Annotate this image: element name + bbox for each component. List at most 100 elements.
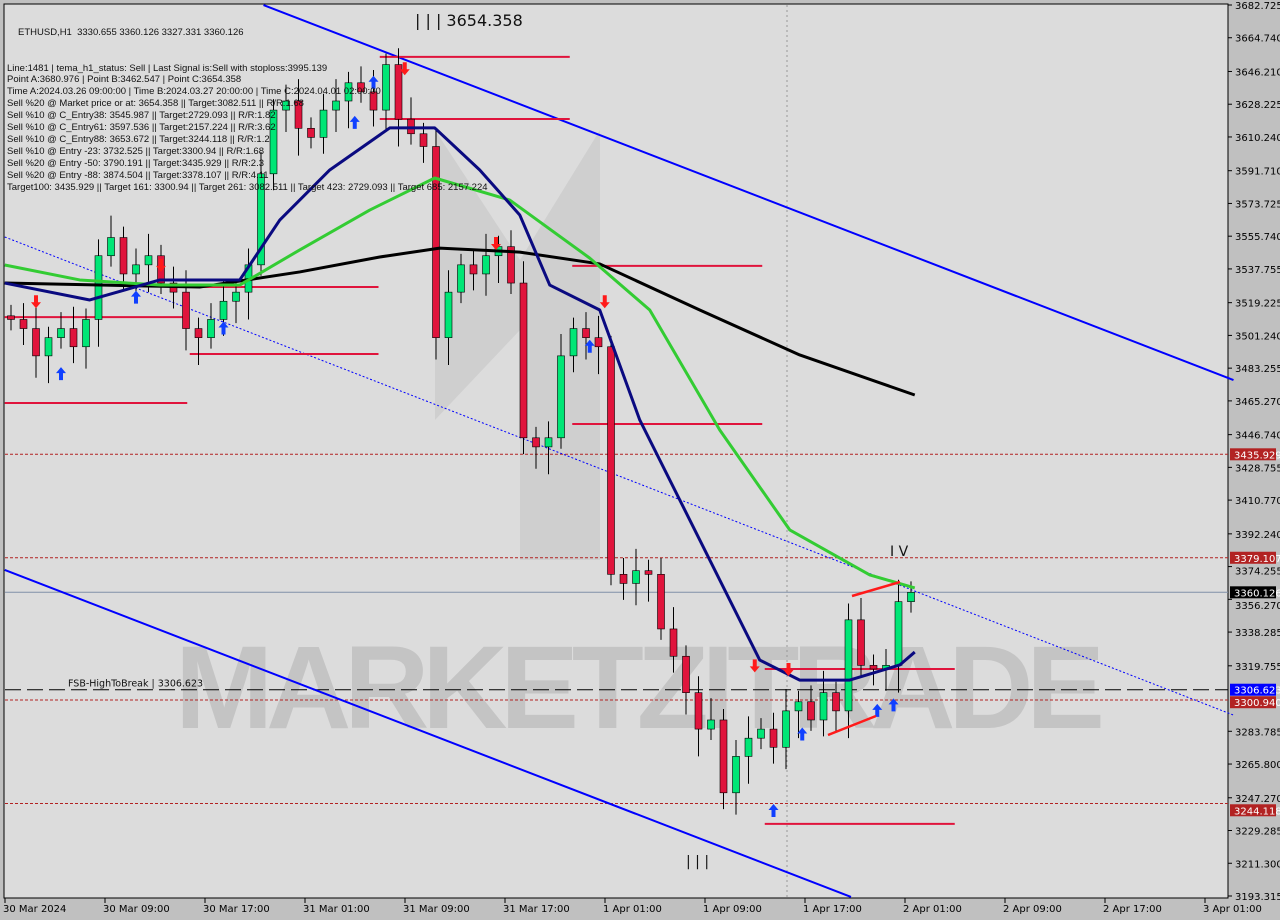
candle xyxy=(444,270,453,365)
price-level-label: 3379.107 xyxy=(1234,554,1280,565)
candle xyxy=(532,426,540,469)
x-tick-label: 31 Mar 01:00 xyxy=(303,904,370,915)
candle-body xyxy=(807,701,815,721)
info-panel: ETHUSD,H1 3330.655 3360.126 3327.331 336… xyxy=(7,3,488,217)
x-tick-label: 30 Mar 09:00 xyxy=(103,904,170,915)
x-tick-label: 3 Apr 01:00 xyxy=(1203,904,1262,915)
moving-average-line xyxy=(4,176,916,590)
candle xyxy=(94,239,103,347)
price-level-badge xyxy=(1230,683,1276,696)
candle-body xyxy=(219,300,228,320)
y-tick-label: 3229.285 xyxy=(1235,827,1280,838)
x-tick-label: 2 Apr 01:00 xyxy=(903,904,962,915)
candle-body xyxy=(832,692,840,712)
candle-body xyxy=(444,291,453,338)
candle-body xyxy=(794,701,803,712)
candle xyxy=(782,689,790,770)
trend-line xyxy=(4,569,852,898)
candle xyxy=(294,79,303,156)
info-line: Target100: 3435.929 || Target 161: 3300.… xyxy=(7,181,488,193)
arrow-up-icon xyxy=(368,75,379,89)
candle-body xyxy=(907,592,915,602)
candle xyxy=(269,99,278,191)
candle xyxy=(107,215,115,267)
candle-body xyxy=(819,692,828,721)
candle xyxy=(807,685,815,731)
candle xyxy=(632,548,640,606)
pattern-line xyxy=(851,580,901,598)
candle xyxy=(307,117,315,149)
candle xyxy=(207,303,215,349)
candle-body xyxy=(757,728,765,739)
candle-body xyxy=(332,100,340,111)
y-tick-label: 3374.255 xyxy=(1235,566,1280,577)
y-tick-label: 3410.770 xyxy=(1235,496,1280,507)
candle xyxy=(869,654,878,686)
candle-body xyxy=(394,64,403,120)
candle xyxy=(419,122,428,163)
candle-body xyxy=(582,328,590,338)
candle-body xyxy=(457,264,465,293)
candle xyxy=(694,676,703,757)
candle xyxy=(432,130,440,360)
arrow-down-icon xyxy=(399,62,410,76)
candle-body xyxy=(7,315,15,320)
y-tick-label: 3265.800 xyxy=(1235,760,1280,771)
candle-body xyxy=(694,692,703,730)
candle-body xyxy=(369,91,378,111)
y-tick-label: 3682.725 xyxy=(1235,1,1280,12)
candle xyxy=(582,312,590,360)
candle xyxy=(669,607,678,673)
candle-body xyxy=(19,319,28,329)
candle-body xyxy=(869,665,878,670)
candle xyxy=(607,335,615,586)
chart-title: ETHUSD,H1 3330.655 3360.126 3327.331 336… xyxy=(18,26,244,38)
info-line: Sell %20 @ Market price or at: 3654.358 … xyxy=(7,98,304,110)
candle-body xyxy=(594,337,603,348)
info-line: Sell %10 @ C_Entry38: 3545.987 || Target… xyxy=(7,110,276,122)
candle-body xyxy=(482,255,490,275)
plot-area xyxy=(3,3,1229,899)
candle xyxy=(19,303,28,345)
x-tick-label: 1 Apr 09:00 xyxy=(703,904,762,915)
x-tick-label: 30 Mar 2024 xyxy=(3,904,66,915)
candle-body xyxy=(94,255,103,320)
candle xyxy=(732,740,740,815)
arrow-up-icon xyxy=(797,727,808,741)
trend-line xyxy=(263,4,1234,382)
info-line: Sell %20 @ Entry -50: 3790.191 || Target… xyxy=(7,157,264,169)
candle xyxy=(832,681,840,733)
x-tick-label: 31 Mar 17:00 xyxy=(503,904,570,915)
arrow-up-icon xyxy=(131,290,141,304)
candle-body xyxy=(682,655,690,693)
candle xyxy=(69,306,78,364)
candle xyxy=(119,226,128,291)
candle-body xyxy=(144,255,153,266)
candle xyxy=(657,557,665,640)
candle xyxy=(507,230,515,294)
y-tick-label: 3247.270 xyxy=(1235,794,1280,805)
candle xyxy=(332,79,340,132)
y-tick-label: 3519.225 xyxy=(1235,299,1280,310)
price-level-label: 3435.929 xyxy=(1234,450,1280,461)
arrow-down-icon xyxy=(599,295,610,309)
candle-body xyxy=(382,64,390,111)
candle-body xyxy=(557,355,565,439)
price-level-badge xyxy=(1230,448,1276,461)
candle-body xyxy=(232,291,240,302)
candle-body xyxy=(294,100,303,129)
arrow-up-icon xyxy=(56,367,66,381)
price-level-badge xyxy=(1230,804,1276,817)
candle-body xyxy=(269,109,278,175)
candle-body xyxy=(719,719,728,794)
candle xyxy=(744,716,753,784)
x-tick-label: 2 Apr 17:00 xyxy=(1103,904,1162,915)
arrow-up-icon xyxy=(349,115,360,129)
candle xyxy=(682,645,690,715)
fsb-label: FSB-HighToBreak | 3306.623 xyxy=(68,679,203,690)
candle xyxy=(757,718,765,750)
x-tick-label: 31 Mar 09:00 xyxy=(403,904,470,915)
candle xyxy=(544,421,553,475)
y-tick-label: 3283.785 xyxy=(1235,727,1280,738)
